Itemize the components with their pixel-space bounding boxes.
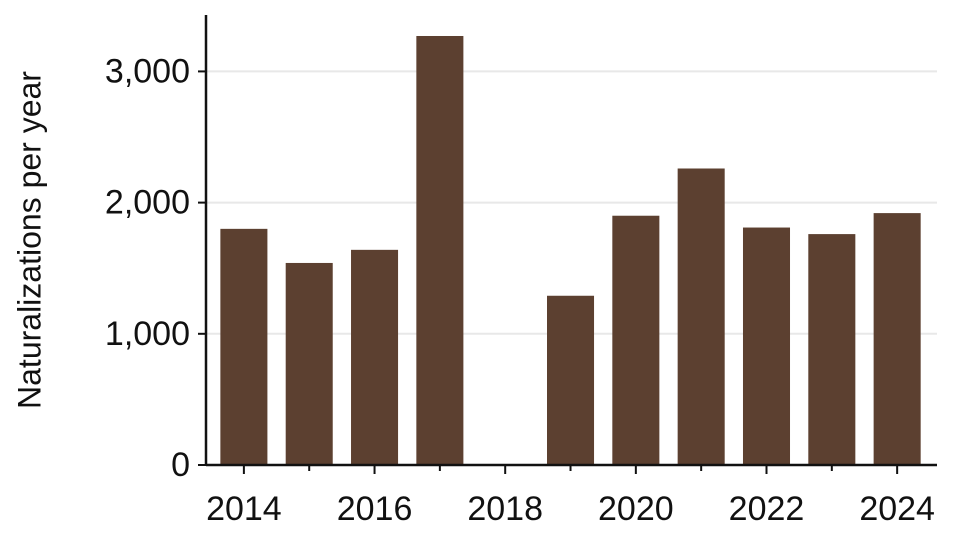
x-tick-label: 2014: [206, 490, 282, 528]
x-tick-label: 2020: [598, 490, 674, 528]
x-tick-label: 2022: [729, 490, 805, 528]
y-tick-label: 3,000: [105, 52, 190, 90]
bar: [742, 227, 791, 465]
x-tick-label: 2024: [859, 490, 935, 528]
y-tick-label: 0: [171, 446, 190, 484]
bar: [220, 228, 268, 465]
bar: [808, 234, 856, 465]
y-tick-label: 2,000: [105, 184, 190, 222]
bar: [873, 213, 921, 465]
bar: [547, 295, 595, 465]
bar: [677, 168, 725, 465]
bar: [612, 215, 660, 465]
bar: [285, 262, 333, 465]
y-axis-label: Naturalizations per year: [11, 71, 47, 409]
y-tick-label: 1,000: [105, 315, 190, 353]
x-tick-label: 2018: [467, 490, 543, 528]
bar: [416, 35, 464, 466]
x-tick-label: 2016: [337, 490, 413, 528]
bar: [351, 249, 399, 465]
